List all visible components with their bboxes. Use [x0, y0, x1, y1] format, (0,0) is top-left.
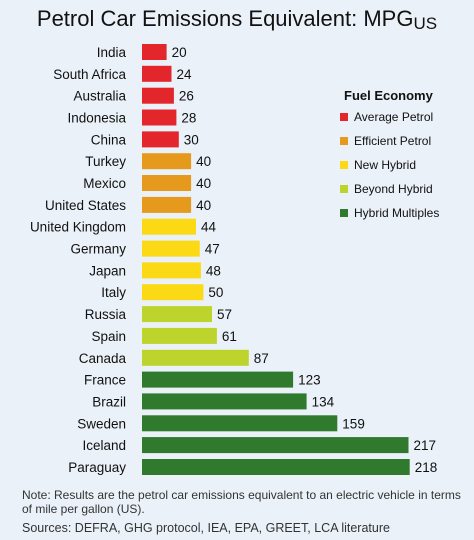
bar-japan [142, 262, 201, 279]
category-label: Italy [101, 285, 126, 300]
bar-china [142, 131, 179, 148]
footnote: Note: Results are the petrol car emissio… [22, 488, 461, 516]
legend-swatch [340, 161, 348, 169]
legend-label: New Hybrid [354, 158, 417, 172]
legend-item: New Hybrid [340, 158, 416, 172]
value-label: 123 [298, 373, 321, 388]
value-label: 57 [217, 307, 232, 322]
category-label: United Kingdom [30, 220, 126, 235]
title-subscript: US [413, 14, 438, 33]
value-label: 48 [206, 263, 221, 278]
value-label: 61 [222, 329, 237, 344]
category-label: Germany [70, 242, 126, 257]
legend-label: Average Petrol [354, 110, 434, 124]
category-label: South Africa [53, 67, 126, 82]
category-label: India [97, 45, 127, 60]
category-label: Turkey [85, 154, 126, 169]
legend-item: Average Petrol [340, 110, 433, 124]
bar-united-states [142, 196, 192, 213]
category-label: Sweden [77, 416, 126, 431]
value-label: 40 [196, 198, 211, 213]
legend-swatch [340, 209, 348, 217]
value-label: 40 [196, 154, 211, 169]
bar-india [142, 44, 167, 60]
bar-canada [142, 349, 249, 366]
value-label: 47 [205, 242, 220, 257]
bar-indonesia [142, 109, 177, 126]
category-label: Brazil [92, 394, 126, 409]
bar-italy [142, 284, 204, 301]
legend-label: Beyond Hybrid [354, 182, 433, 196]
category-label: Indonesia [67, 111, 126, 126]
bar-paraguay [142, 459, 410, 475]
category-label: Paraguay [68, 460, 126, 475]
category-label: Australia [73, 89, 126, 104]
legend-item: Hybrid Multiples [340, 206, 439, 220]
bar-brazil [142, 393, 307, 410]
category-label: Japan [89, 263, 126, 278]
chart-title: Petrol Car Emissions Equivalent: MPGUS [36, 6, 438, 33]
legend-swatch [340, 185, 348, 193]
value-label: 30 [184, 132, 199, 147]
category-label: Mexico [83, 176, 126, 191]
value-label: 26 [179, 89, 194, 104]
bar-iceland [142, 437, 409, 454]
legend-title: Fuel Economy [344, 88, 433, 103]
legend-label: Efficient Petrol [354, 134, 432, 148]
bar-russia [142, 306, 212, 323]
value-label: 159 [342, 416, 365, 431]
bar-france [142, 371, 294, 388]
legend-item: Beyond Hybrid [340, 182, 433, 196]
value-label: 87 [254, 351, 269, 366]
bar-mexico [142, 175, 192, 191]
sources-line: Sources: DEFRA, GHG protocol, IEA, EPA, … [22, 521, 390, 535]
bar-south-africa [142, 65, 172, 82]
value-label: 50 [208, 285, 223, 300]
bar-united-kingdom [142, 218, 196, 235]
value-label: 40 [196, 176, 211, 191]
legend-swatch [340, 137, 348, 145]
category-label: France [84, 373, 126, 388]
value-label: 20 [172, 45, 187, 60]
category-label: United States [45, 198, 126, 213]
legend-swatch [340, 113, 348, 121]
value-label: 44 [201, 220, 217, 235]
category-label: Canada [79, 351, 127, 366]
value-label: 134 [312, 394, 335, 409]
category-label: China [91, 132, 127, 147]
bar-spain [142, 327, 217, 344]
bar-chart: India 20 South Africa 24 Australia 26 Indonesi… [30, 44, 438, 475]
category-label: Iceland [82, 438, 126, 453]
bar-sweden [142, 415, 338, 432]
bar-germany [142, 240, 200, 257]
category-label: Russia [85, 307, 127, 322]
bar-turkey [142, 153, 192, 170]
value-label: 24 [177, 67, 193, 82]
legend-label: Hybrid Multiples [354, 206, 440, 220]
bar-australia [142, 87, 174, 104]
category-label: Spain [91, 329, 126, 344]
value-label: 218 [415, 460, 438, 475]
value-label: 217 [414, 438, 437, 453]
legend-item: Efficient Petrol [340, 134, 431, 148]
value-label: 28 [181, 111, 196, 126]
